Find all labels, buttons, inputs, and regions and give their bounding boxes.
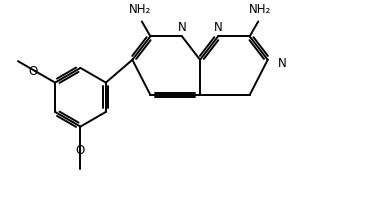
Text: NH₂: NH₂: [250, 3, 272, 16]
Text: N: N: [214, 21, 222, 34]
Text: O: O: [76, 144, 85, 157]
Text: NH₂: NH₂: [128, 3, 151, 16]
Text: N: N: [278, 57, 286, 70]
Text: N: N: [178, 21, 186, 34]
Text: O: O: [29, 65, 38, 78]
